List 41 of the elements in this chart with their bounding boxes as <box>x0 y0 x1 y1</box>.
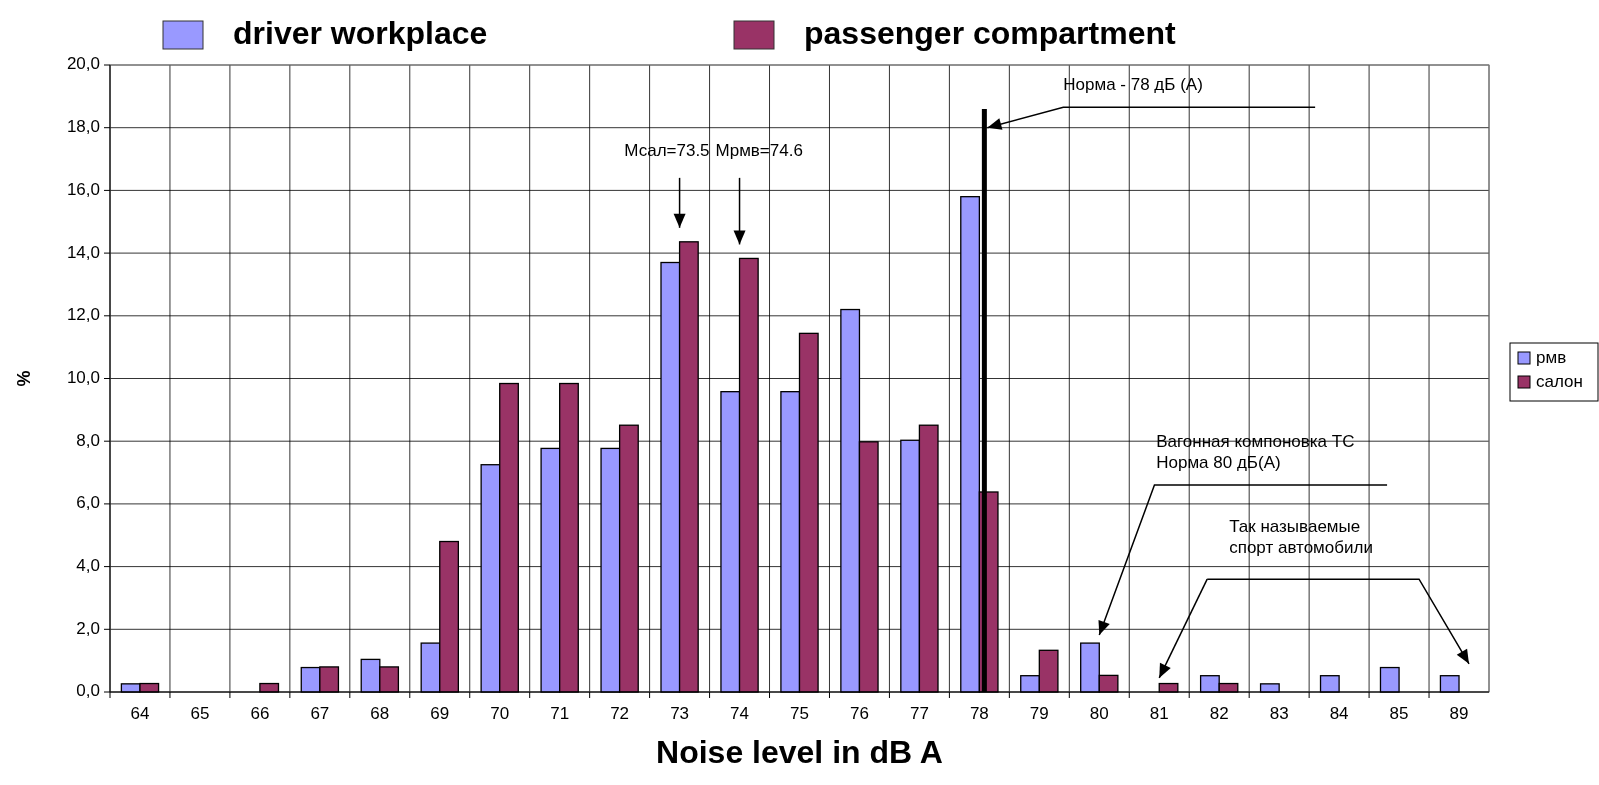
x-tick-label: 67 <box>310 704 330 723</box>
x-tick-label: 89 <box>1449 704 1469 723</box>
annotation: Так называемые спорт автомобили <box>1229 517 1373 557</box>
x-tick-label: 69 <box>430 704 450 723</box>
x-tick-label: 77 <box>909 704 929 723</box>
text: driver workplace <box>233 15 488 52</box>
y-tick-label: 18,0 <box>66 117 100 137</box>
y-tick-label: 16,0 <box>66 179 100 199</box>
x-tick-label: 64 <box>130 704 150 723</box>
y-tick-label: 4,0 <box>76 556 100 576</box>
x-tick-label: 79 <box>1029 704 1049 723</box>
x-tick-label: 66 <box>250 704 270 723</box>
y-tick-label: 8,0 <box>76 430 100 450</box>
x-tick-label: 85 <box>1389 704 1409 723</box>
y-tick-label: 10,0 <box>66 367 100 387</box>
x-tick-label: 74 <box>730 704 749 723</box>
x-tick-label: 71 <box>550 704 570 723</box>
x-tick-label: 80 <box>1089 704 1109 723</box>
y-tick-label: 20,0 <box>66 54 100 74</box>
x-tick-label: 83 <box>1269 704 1289 723</box>
y-axis-title: % <box>14 370 34 387</box>
text: passenger compartment <box>804 15 1177 52</box>
x-tick-label: 72 <box>610 704 630 723</box>
x-axis-title: Noise level in dB A <box>656 734 943 770</box>
x-tick-label: 70 <box>490 704 510 723</box>
y-tick-label: 0,0 <box>76 681 100 701</box>
x-tick-label: 78 <box>969 704 989 723</box>
x-tick-label: 76 <box>850 704 869 723</box>
x-tick-label: 75 <box>790 704 809 723</box>
x-tick-label: 81 <box>1149 704 1169 723</box>
y-tick-label: 14,0 <box>66 242 100 262</box>
legend-label: салон <box>1536 372 1583 392</box>
y-tick-label: 6,0 <box>76 493 100 513</box>
x-tick-label: 65 <box>190 704 210 723</box>
y-tick-label: 12,0 <box>66 305 100 325</box>
x-tick-label: 82 <box>1209 704 1229 723</box>
y-tick-label: 2,0 <box>76 618 100 638</box>
x-tick-label: 73 <box>670 704 690 723</box>
legend-label: рмв <box>1536 348 1567 368</box>
x-tick-label: 68 <box>370 704 390 723</box>
x-tick-label: 84 <box>1329 704 1349 723</box>
